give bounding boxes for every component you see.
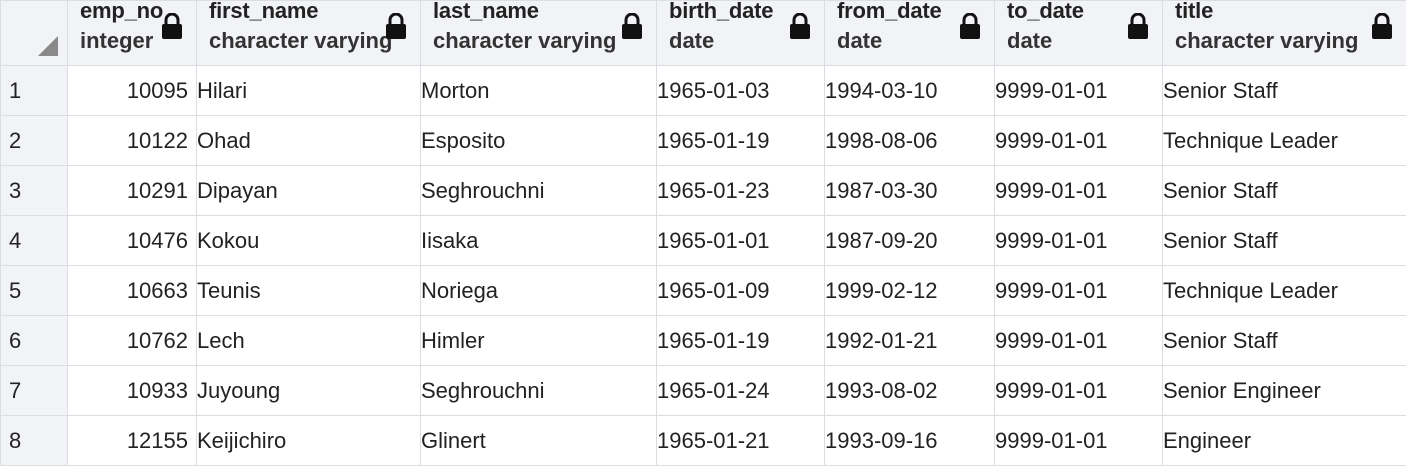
lock-icon (384, 13, 408, 39)
cell-from-date[interactable]: 1994-03-10 (825, 66, 995, 116)
lock-icon (788, 13, 812, 39)
cell-emp-no[interactable]: 10476 (68, 216, 197, 266)
cell-birth-date[interactable]: 1965-01-03 (657, 66, 825, 116)
cell-emp-no[interactable]: 10095 (68, 66, 197, 116)
cell-last-name[interactable]: Esposito (421, 116, 657, 166)
row-number[interactable]: 5 (1, 266, 68, 316)
column-header-last-name[interactable]: last_name character varying (421, 1, 657, 66)
cell-birth-date[interactable]: 1965-01-24 (657, 366, 825, 416)
cell-birth-date[interactable]: 1965-01-23 (657, 166, 825, 216)
row-number[interactable]: 4 (1, 216, 68, 266)
cell-title[interactable]: Senior Engineer (1163, 366, 1406, 416)
header-row: emp_no integer first_name character vary… (1, 1, 1406, 66)
cell-last-name[interactable]: Glinert (421, 416, 657, 466)
cell-emp-no[interactable]: 10291 (68, 166, 197, 216)
cell-from-date[interactable]: 1998-08-06 (825, 116, 995, 166)
cell-title[interactable]: Engineer (1163, 416, 1406, 466)
cell-title[interactable]: Senior Staff (1163, 166, 1406, 216)
cell-first-name[interactable]: Keijichiro (197, 416, 421, 466)
cell-emp-no[interactable]: 10663 (68, 266, 197, 316)
cell-title[interactable]: Senior Staff (1163, 66, 1406, 116)
cell-last-name[interactable]: Noriega (421, 266, 657, 316)
cell-to-date[interactable]: 9999-01-01 (995, 416, 1163, 466)
lock-icon (1370, 13, 1394, 39)
cell-to-date[interactable]: 9999-01-01 (995, 166, 1163, 216)
column-header-emp-no[interactable]: emp_no integer (68, 1, 197, 66)
cell-title[interactable]: Technique Leader (1163, 116, 1406, 166)
cell-birth-date[interactable]: 1965-01-21 (657, 416, 825, 466)
row-number[interactable]: 2 (1, 116, 68, 166)
cell-to-date[interactable]: 9999-01-01 (995, 316, 1163, 366)
cell-emp-no[interactable]: 10122 (68, 116, 197, 166)
select-all-icon (38, 36, 58, 56)
row-number[interactable]: 6 (1, 316, 68, 366)
cell-emp-no[interactable]: 10762 (68, 316, 197, 366)
cell-to-date[interactable]: 9999-01-01 (995, 266, 1163, 316)
cell-first-name[interactable]: Teunis (197, 266, 421, 316)
cell-from-date[interactable]: 1987-09-20 (825, 216, 995, 266)
cell-from-date[interactable]: 1999-02-12 (825, 266, 995, 316)
cell-last-name[interactable]: Seghrouchni (421, 166, 657, 216)
cell-first-name[interactable]: Dipayan (197, 166, 421, 216)
cell-from-date[interactable]: 1992-01-21 (825, 316, 995, 366)
cell-title[interactable]: Senior Staff (1163, 216, 1406, 266)
cell-first-name[interactable]: Ohad (197, 116, 421, 166)
lock-icon (620, 13, 644, 39)
column-header-title[interactable]: title character varying (1163, 1, 1406, 66)
cell-first-name[interactable]: Kokou (197, 216, 421, 266)
cell-from-date[interactable]: 1993-09-16 (825, 416, 995, 466)
column-header-to-date[interactable]: to_date date (995, 1, 1163, 66)
cell-emp-no[interactable]: 12155 (68, 416, 197, 466)
column-header-from-date[interactable]: from_date date (825, 1, 995, 66)
row-number[interactable]: 8 (1, 416, 68, 466)
row-number[interactable]: 3 (1, 166, 68, 216)
cell-to-date[interactable]: 9999-01-01 (995, 66, 1163, 116)
cell-first-name[interactable]: Juyoung (197, 366, 421, 416)
cell-title[interactable]: Senior Staff (1163, 316, 1406, 366)
cell-birth-date[interactable]: 1965-01-19 (657, 116, 825, 166)
cell-birth-date[interactable]: 1965-01-01 (657, 216, 825, 266)
lock-icon (160, 13, 184, 39)
lock-icon (958, 13, 982, 39)
lock-icon (1126, 13, 1150, 39)
cell-first-name[interactable]: Hilari (197, 66, 421, 116)
column-header-birth-date[interactable]: birth_date date (657, 1, 825, 66)
cell-from-date[interactable]: 1987-03-30 (825, 166, 995, 216)
column-header-first-name[interactable]: first_name character varying (197, 1, 421, 66)
cell-last-name[interactable]: Seghrouchni (421, 366, 657, 416)
cell-title[interactable]: Technique Leader (1163, 266, 1406, 316)
row-number[interactable]: 1 (1, 66, 68, 116)
cell-from-date[interactable]: 1993-08-02 (825, 366, 995, 416)
cell-to-date[interactable]: 9999-01-01 (995, 216, 1163, 266)
cell-birth-date[interactable]: 1965-01-19 (657, 316, 825, 366)
cell-to-date[interactable]: 9999-01-01 (995, 116, 1163, 166)
cell-last-name[interactable]: Himler (421, 316, 657, 366)
cell-emp-no[interactable]: 10933 (68, 366, 197, 416)
cell-to-date[interactable]: 9999-01-01 (995, 366, 1163, 416)
select-all-corner[interactable] (1, 1, 68, 66)
cell-birth-date[interactable]: 1965-01-09 (657, 266, 825, 316)
cell-last-name[interactable]: Morton (421, 66, 657, 116)
cell-last-name[interactable]: Iisaka (421, 216, 657, 266)
cell-first-name[interactable]: Lech (197, 316, 421, 366)
row-number[interactable]: 7 (1, 366, 68, 416)
